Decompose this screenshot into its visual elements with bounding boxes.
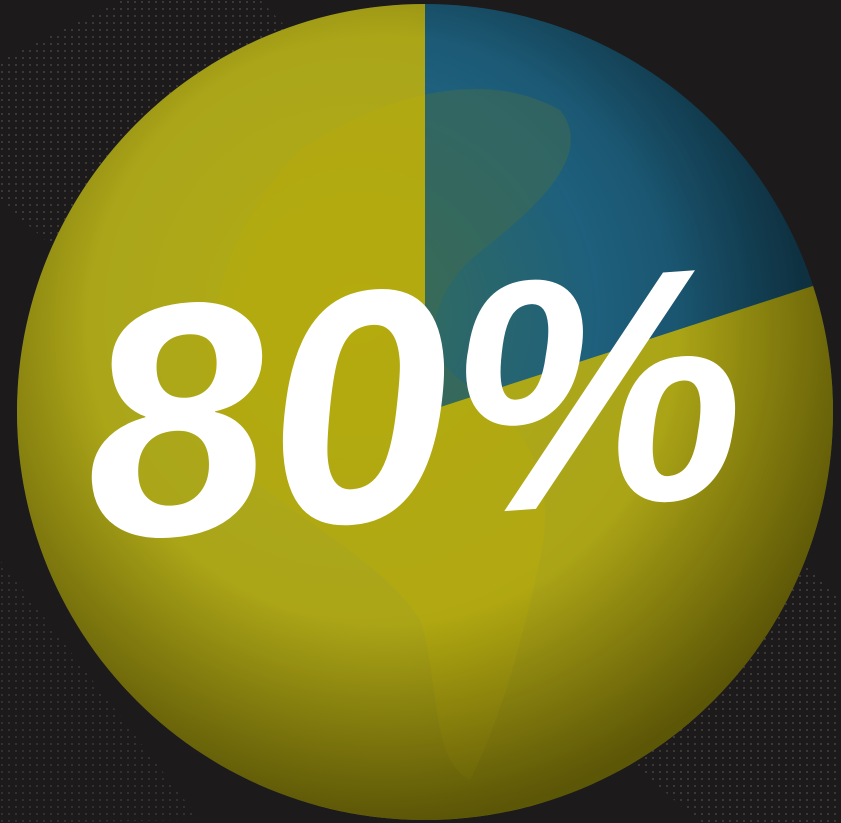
globe-shade (17, 4, 833, 820)
value-label: 80% (71, 196, 756, 610)
texture (0, 560, 200, 823)
